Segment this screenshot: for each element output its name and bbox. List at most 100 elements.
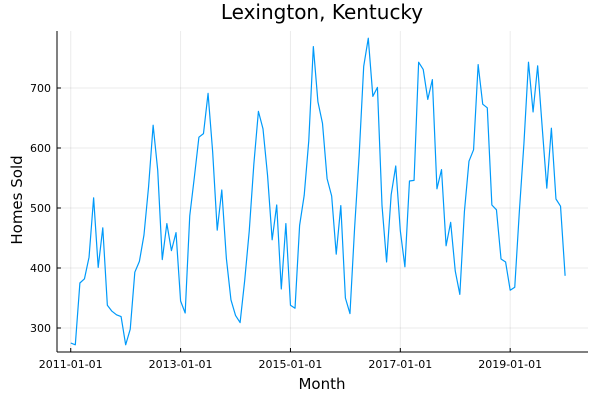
data-point xyxy=(157,170,158,171)
data-point xyxy=(153,125,154,126)
data-point xyxy=(336,254,337,255)
data-point xyxy=(267,175,268,176)
data-point xyxy=(354,228,355,229)
data-point xyxy=(478,64,479,65)
data-point xyxy=(194,177,195,178)
data-point xyxy=(377,87,378,88)
data-point xyxy=(491,204,492,205)
data-point xyxy=(326,178,327,179)
data-point xyxy=(459,294,460,295)
data-point xyxy=(88,257,89,258)
data-point xyxy=(317,101,318,102)
data-point xyxy=(423,69,424,70)
data-point xyxy=(565,275,566,276)
data-point xyxy=(198,137,199,138)
chart-title: Lexington, Kentucky xyxy=(221,0,423,24)
data-point xyxy=(207,93,208,94)
data-point xyxy=(258,111,259,112)
data-point xyxy=(363,66,364,67)
data-point xyxy=(546,188,547,189)
data-point xyxy=(400,230,401,231)
data-point xyxy=(139,261,140,262)
x-tick-label: 2019-01-01 xyxy=(478,358,542,371)
data-point xyxy=(404,266,405,267)
y-tick-label: 400 xyxy=(30,262,51,275)
data-point xyxy=(514,287,515,288)
x-tick-label: 2013-01-01 xyxy=(149,358,213,371)
data-point xyxy=(436,188,437,189)
data-point xyxy=(226,258,227,259)
data-point xyxy=(331,195,332,196)
data-point xyxy=(125,344,126,345)
data-point xyxy=(537,65,538,66)
data-point xyxy=(111,311,112,312)
data-point xyxy=(221,189,222,190)
data-point xyxy=(304,195,305,196)
data-point xyxy=(276,204,277,205)
data-point xyxy=(134,272,135,273)
data-point xyxy=(482,104,483,105)
data-point xyxy=(560,206,561,207)
data-point xyxy=(322,123,323,124)
data-point xyxy=(281,288,282,289)
data-point xyxy=(116,314,117,315)
data-point xyxy=(464,211,465,212)
data-point xyxy=(418,62,419,63)
data-point xyxy=(308,140,309,141)
data-point xyxy=(500,258,501,259)
data-point xyxy=(79,282,80,283)
data-point xyxy=(345,297,346,298)
data-point xyxy=(528,62,529,63)
data-point xyxy=(189,215,190,216)
data-point xyxy=(313,46,314,47)
series xyxy=(70,37,566,346)
data-point xyxy=(510,290,511,291)
data-point xyxy=(70,342,71,343)
y-tick-label: 500 xyxy=(30,202,51,215)
data-point xyxy=(212,151,213,152)
data-point xyxy=(75,344,76,345)
data-point xyxy=(299,225,300,226)
data-point xyxy=(340,205,341,206)
x-tick-label: 2011-01-01 xyxy=(39,358,103,371)
data-point xyxy=(294,308,295,309)
data-point xyxy=(162,259,163,260)
data-point xyxy=(532,111,533,112)
data-point xyxy=(240,322,241,323)
data-point xyxy=(542,127,543,128)
data-point xyxy=(413,180,414,181)
data-point xyxy=(519,211,520,212)
data-point xyxy=(381,205,382,206)
series-line-0 xyxy=(70,37,566,346)
data-point xyxy=(432,79,433,80)
data-point xyxy=(496,209,497,210)
data-point xyxy=(253,164,254,165)
axes xyxy=(56,31,588,353)
y-tick-label: 300 xyxy=(30,322,51,335)
data-point xyxy=(230,299,231,300)
data-point xyxy=(235,315,236,316)
data-point xyxy=(555,198,556,199)
data-point xyxy=(409,180,410,181)
data-point xyxy=(217,230,218,231)
ticks: 300 400 500 600 700 2011-01-01 2013-01-01 2015-… xyxy=(30,82,542,371)
data-point xyxy=(551,128,552,129)
data-point xyxy=(441,169,442,170)
data-point xyxy=(290,305,291,306)
data-point xyxy=(175,232,176,233)
data-point xyxy=(285,223,286,224)
x-tick-label: 2015-01-01 xyxy=(258,358,322,371)
data-point xyxy=(349,313,350,314)
data-point xyxy=(98,267,99,268)
data-point xyxy=(395,165,396,166)
y-axis-label: Homes Sold xyxy=(8,155,26,244)
data-point xyxy=(272,239,273,240)
data-point xyxy=(120,316,121,317)
data-point xyxy=(455,270,456,271)
data-point xyxy=(391,194,392,195)
data-point xyxy=(445,245,446,246)
data-point xyxy=(473,149,474,150)
data-point xyxy=(450,222,451,223)
data-point xyxy=(185,312,186,313)
